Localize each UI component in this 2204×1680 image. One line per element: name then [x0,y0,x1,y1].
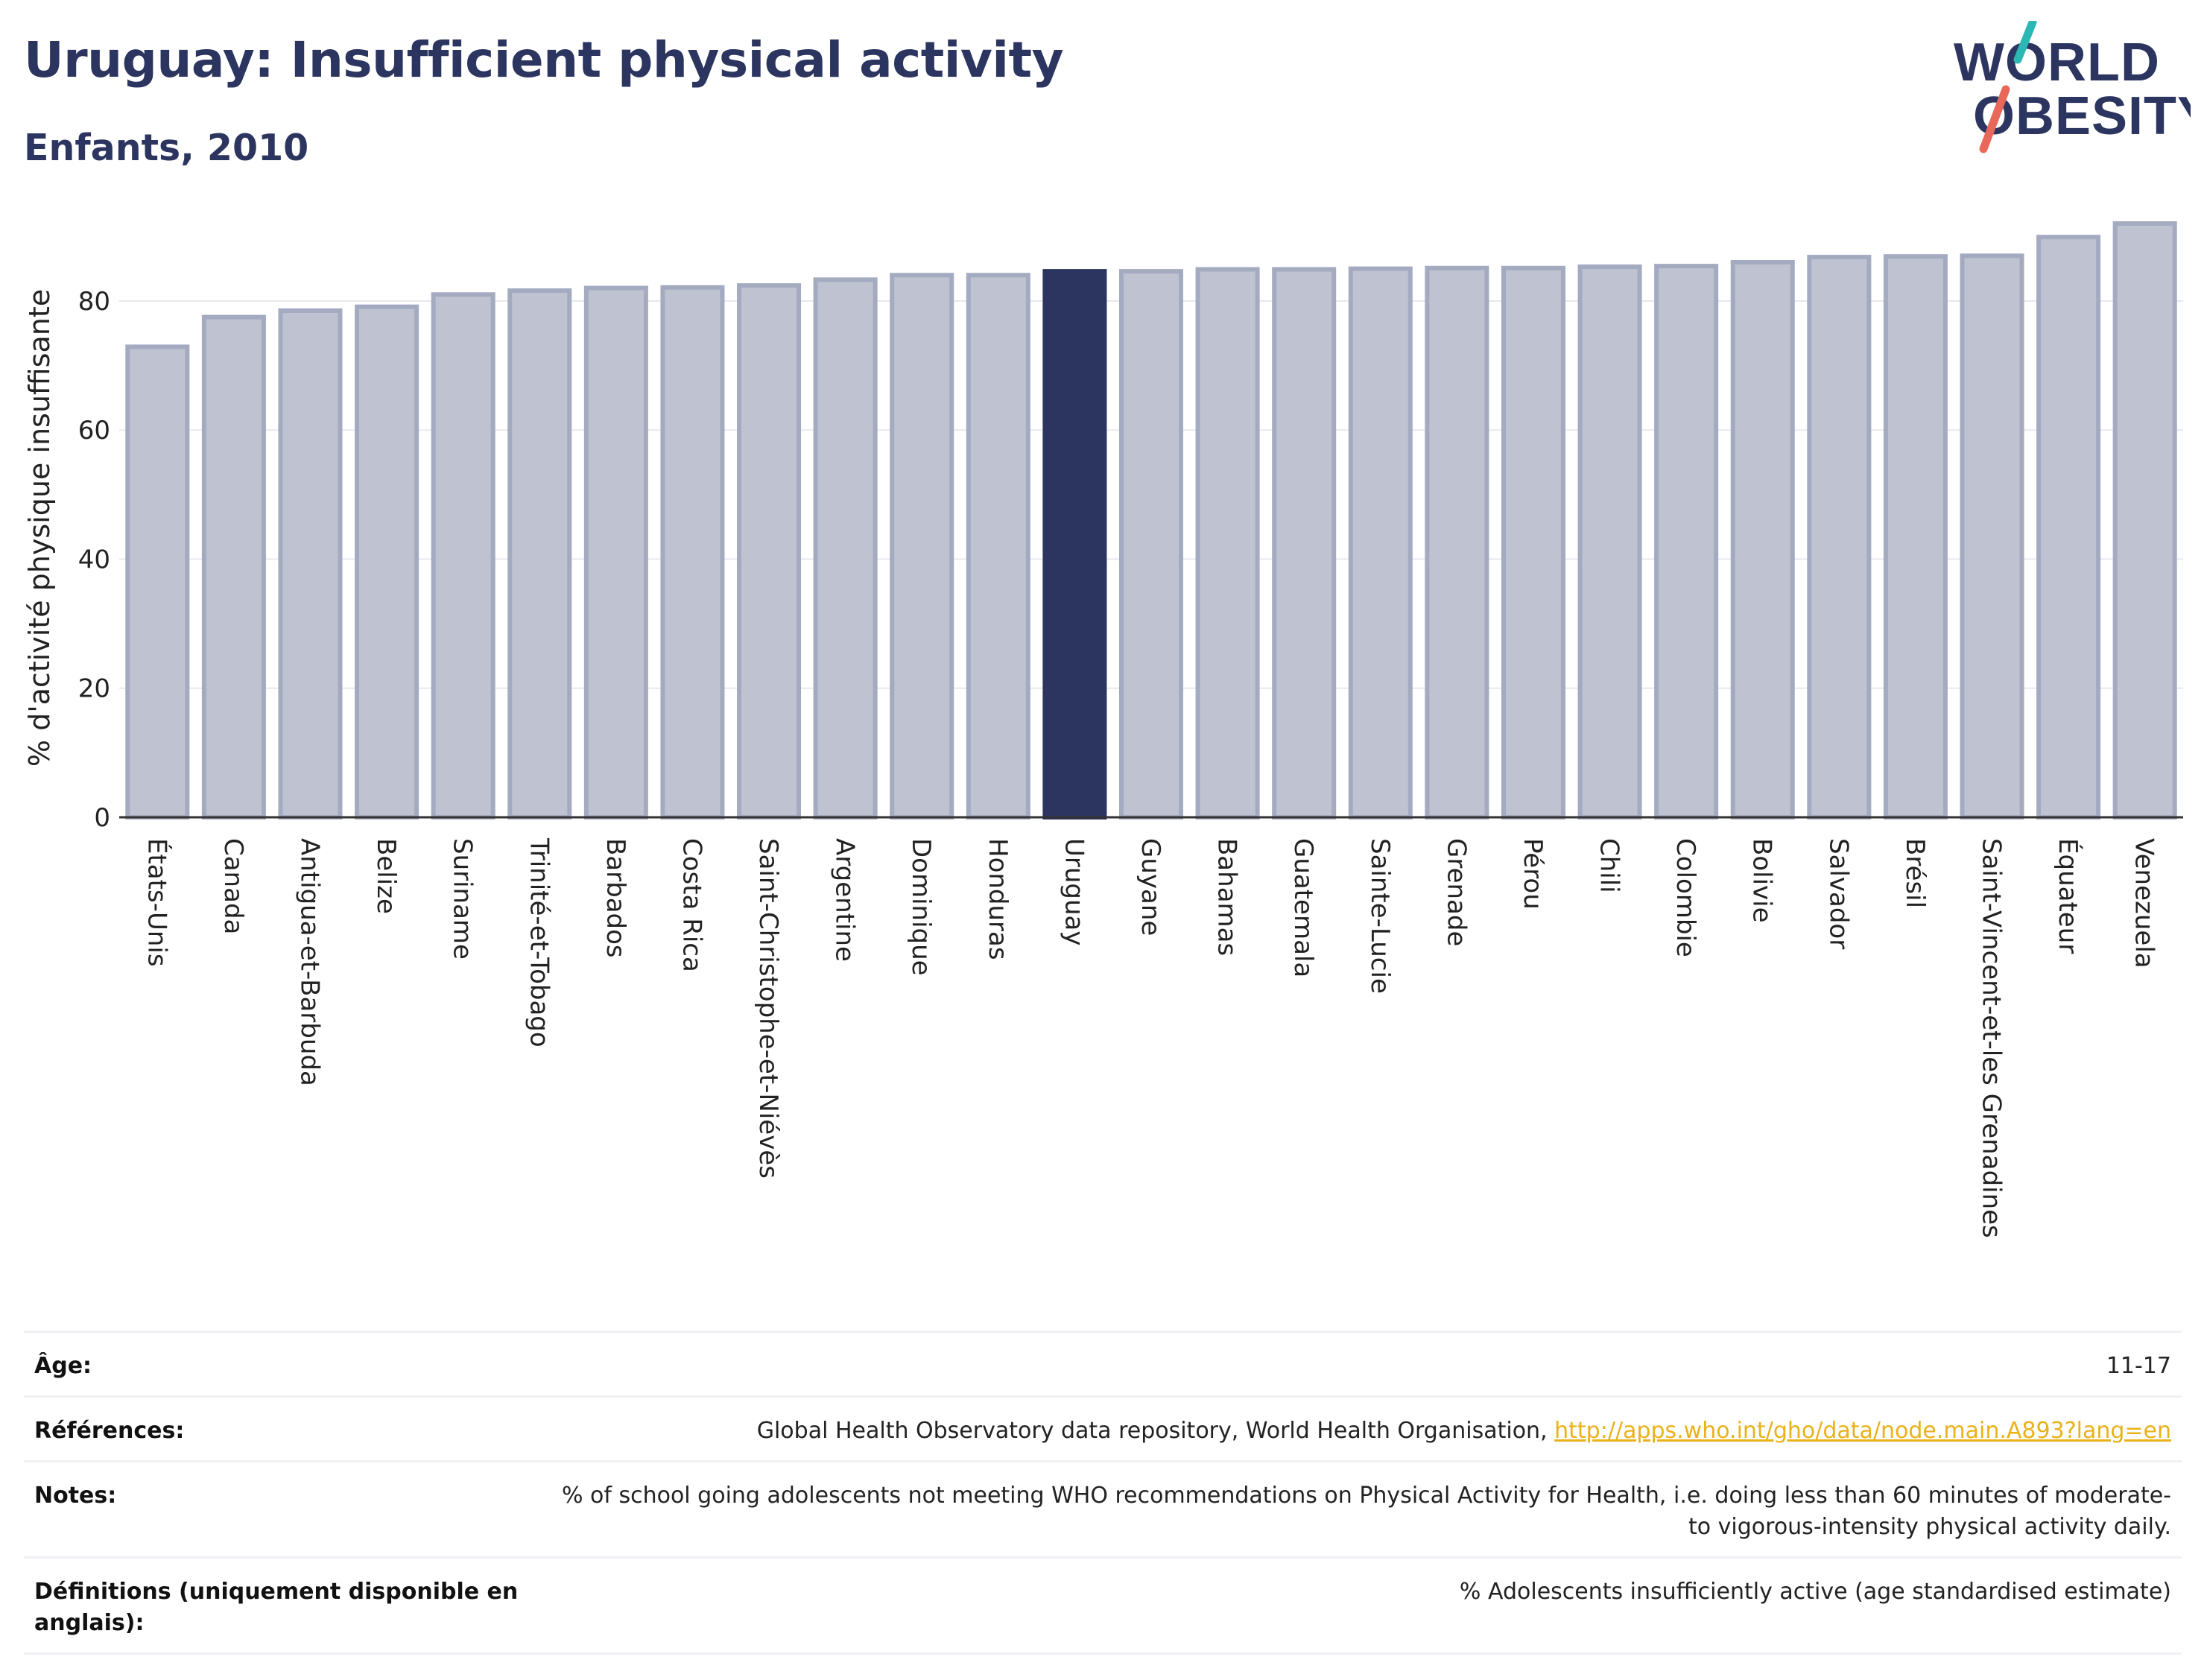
x-tick-label: États-Unis [142,838,172,967]
x-tick-label: Costa Rica [677,838,706,972]
info-row-references: Références: Global Health Observatory da… [24,1395,2182,1462]
x-tick-label: Barbados [601,838,630,958]
bar [813,277,878,820]
info-table: Âge: 11-17 Références: Global Health Obs… [24,1331,2182,1655]
definitions-value: % Adolescents insufficiently active (age… [544,1556,2182,1655]
bar-chart: 0 20 40 60 80 % d'activité physique insuffis… [23,221,2183,1238]
bar [1501,265,1565,820]
bar [1883,254,1948,820]
notes-value: % of school going adolescents not meetin… [544,1460,2182,1558]
x-tick-label: Argentine [830,838,860,962]
logo-slash-teal [2013,21,2037,64]
page-title: Uruguay: Insufficient physical activity [24,31,1064,89]
x-tick-label: Saint-Vincent-et-les Grenadines [1977,838,2007,1238]
bar [1654,264,1719,820]
references-text: Global Health Observatory data repositor… [756,1418,1555,1444]
x-tick-label: Uruguay [1059,838,1089,946]
bar [1730,259,1795,820]
world-obesity-logo: WORLD OBESITY [1954,21,2191,153]
bar [431,292,495,820]
bar [1118,269,1184,820]
x-tick-label: Pérou [1518,838,1548,910]
info-row-definitions: Définitions (uniquement disponible en an… [24,1556,2182,1655]
info-row-notes: Notes: % of school going adolescents not… [24,1460,2182,1558]
notes-label: Notes: [24,1460,544,1558]
x-tick-label: Guyane [1136,838,1165,936]
bar [278,308,343,820]
x-tick-label: Honduras [983,838,1013,960]
x-tick-label: Canada [218,838,248,934]
y-tick-label: 0 [94,803,110,833]
x-tick-label: Trinité-et-Tobago [524,837,554,1047]
bar [890,273,954,820]
x-tick-label: Saint-Christophe-et-Niévès [753,838,783,1179]
y-tick-label: 20 [78,674,110,704]
x-tick-label: Salvador [1823,838,1853,949]
bar [966,273,1030,820]
bar [125,344,190,820]
age-value: 11-17 [544,1331,2182,1397]
bar [507,288,572,820]
bar [1960,253,2024,820]
y-tick-label: 60 [78,416,110,446]
bar [1272,267,1337,820]
x-tick-label: Brésil [1900,838,1930,908]
page-subtitle: Enfants, 2010 [24,127,309,169]
definitions-label: Définitions (uniquement disponible en an… [24,1556,544,1655]
logo-text-world: WORLD [1954,33,2160,92]
bar [1425,265,1489,820]
y-tick-label: 80 [78,287,110,317]
bar [660,285,725,820]
bar [1577,264,1642,820]
x-tick-label: Bahamas [1212,838,1242,956]
logo-slash-red [1979,85,2010,153]
info-row-age: Âge: 11-17 [24,1331,2182,1397]
x-tick-label: Grenade [1441,838,1471,946]
bar [1195,267,1260,820]
bar [201,314,266,820]
y-axis-ticks: 0 20 40 60 80 [78,287,110,833]
x-tick-label: Colombie [1671,838,1700,957]
y-tick-label: 40 [78,545,110,574]
logo-text-obesity: OBESITY [1973,86,2191,146]
references-link[interactable]: http://apps.who.int/gho/data/node.main.A… [1554,1418,2171,1444]
y-axis-label: % d'activité physique insuffisante [23,289,56,767]
bar [737,283,802,820]
age-label: Âge: [24,1331,544,1397]
bar [2036,235,2101,820]
bars [125,221,2177,820]
bar [355,304,419,820]
x-tick-label: Venezuela [2129,838,2159,969]
x-tick-label: Bolivie [1747,838,1777,923]
bar [1348,266,1413,820]
x-tick-label: Sainte-Lucie [1365,838,1395,994]
references-label: Références: [24,1395,544,1462]
x-tick-label: Chili [1595,838,1624,893]
x-tick-label: Dominique [906,838,936,976]
x-tick-label: Belize [371,838,401,914]
bar [583,285,648,820]
x-axis-tick-labels: États-Unis Canada Antigua-et-Barbuda Belize… [142,837,2159,1238]
x-tick-label: Antigua-et-Barbuda [294,838,324,1086]
bar-highlight [1042,269,1107,820]
x-tick-label: Suriname [448,838,478,960]
x-tick-label: Équateur [2053,838,2083,954]
references-value: Global Health Observatory data repositor… [544,1395,2182,1462]
bar [2112,221,2177,820]
bar [1807,255,1872,820]
x-tick-label: Guatemala [1288,838,1318,977]
